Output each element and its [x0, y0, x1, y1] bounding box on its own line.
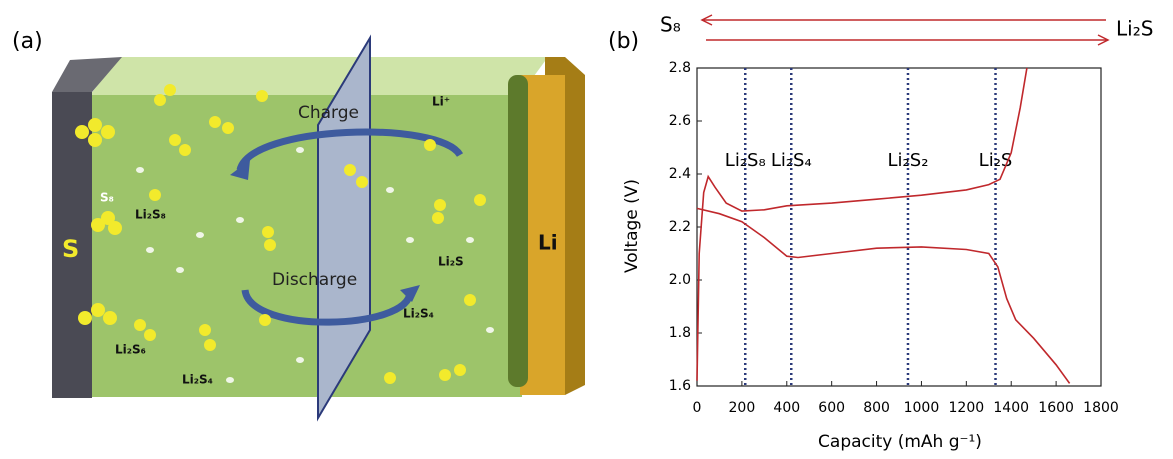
y-tick-label: 2.2 [669, 219, 691, 235]
phase-label: Li₂S₂ [888, 150, 929, 171]
x-tick-label: 400 [773, 400, 800, 416]
electrode-label: Li [538, 231, 558, 255]
cell-top [90, 57, 548, 95]
x-axis-label: Capacity (mAh g⁻¹) [818, 432, 982, 452]
x-tick-label: 0 [693, 400, 702, 416]
species-label: Li₂S [438, 255, 464, 269]
curve [697, 208, 1070, 383]
cell-diagram: (a) S Li Charge Discharge S₈ Li₂S₈ Li₂S₆… [12, 29, 585, 418]
process-label: Charge [298, 103, 359, 123]
y-axis-label: Voltage (V) [622, 179, 642, 273]
species-label: Li⁺ [432, 95, 450, 109]
panel-label: (b) [608, 29, 639, 54]
species-label: Li₂S₈ [135, 208, 166, 222]
electrolyte [90, 95, 522, 397]
electrode-label: S [62, 235, 79, 263]
x-tick-label: 1200 [949, 400, 985, 416]
y-tick-label: 2.4 [669, 166, 691, 182]
species-label: Li₂S₄ [182, 373, 213, 387]
y-tick-label: 1.8 [669, 325, 691, 341]
y-tick-label: 2.6 [669, 113, 691, 129]
y-tick-label: 2.8 [669, 60, 691, 76]
phase-label: Li₂S₄ [771, 150, 812, 171]
x-tick-label: 1600 [1038, 400, 1074, 416]
plot-frame [697, 68, 1101, 386]
species-label: S₈ [100, 191, 114, 205]
species-label: Li₂S₄ [403, 307, 434, 321]
x-tick-label: 1000 [904, 400, 940, 416]
x-tick-label: 1800 [1083, 400, 1119, 416]
y-tick-label: 1.6 [669, 378, 691, 394]
sei-layer [508, 75, 528, 387]
x-tick-label: 1400 [993, 400, 1029, 416]
panel-label: (a) [12, 29, 43, 54]
x-tick-label: 800 [863, 400, 890, 416]
y-tick-label: 2.0 [669, 272, 691, 288]
x-tick-label: 600 [818, 400, 845, 416]
x-tick-label: 200 [729, 400, 756, 416]
process-label: Discharge [272, 270, 357, 290]
species-label: Li₂S₆ [115, 343, 146, 357]
phase-label: Li₂S₈ [725, 150, 766, 171]
figure: (a) S Li Charge Discharge S₈ Li₂S₈ Li₂S₆… [0, 0, 1173, 459]
arrow-label: Li₂S [1116, 17, 1153, 41]
arrow-label: S₈ [660, 13, 681, 37]
